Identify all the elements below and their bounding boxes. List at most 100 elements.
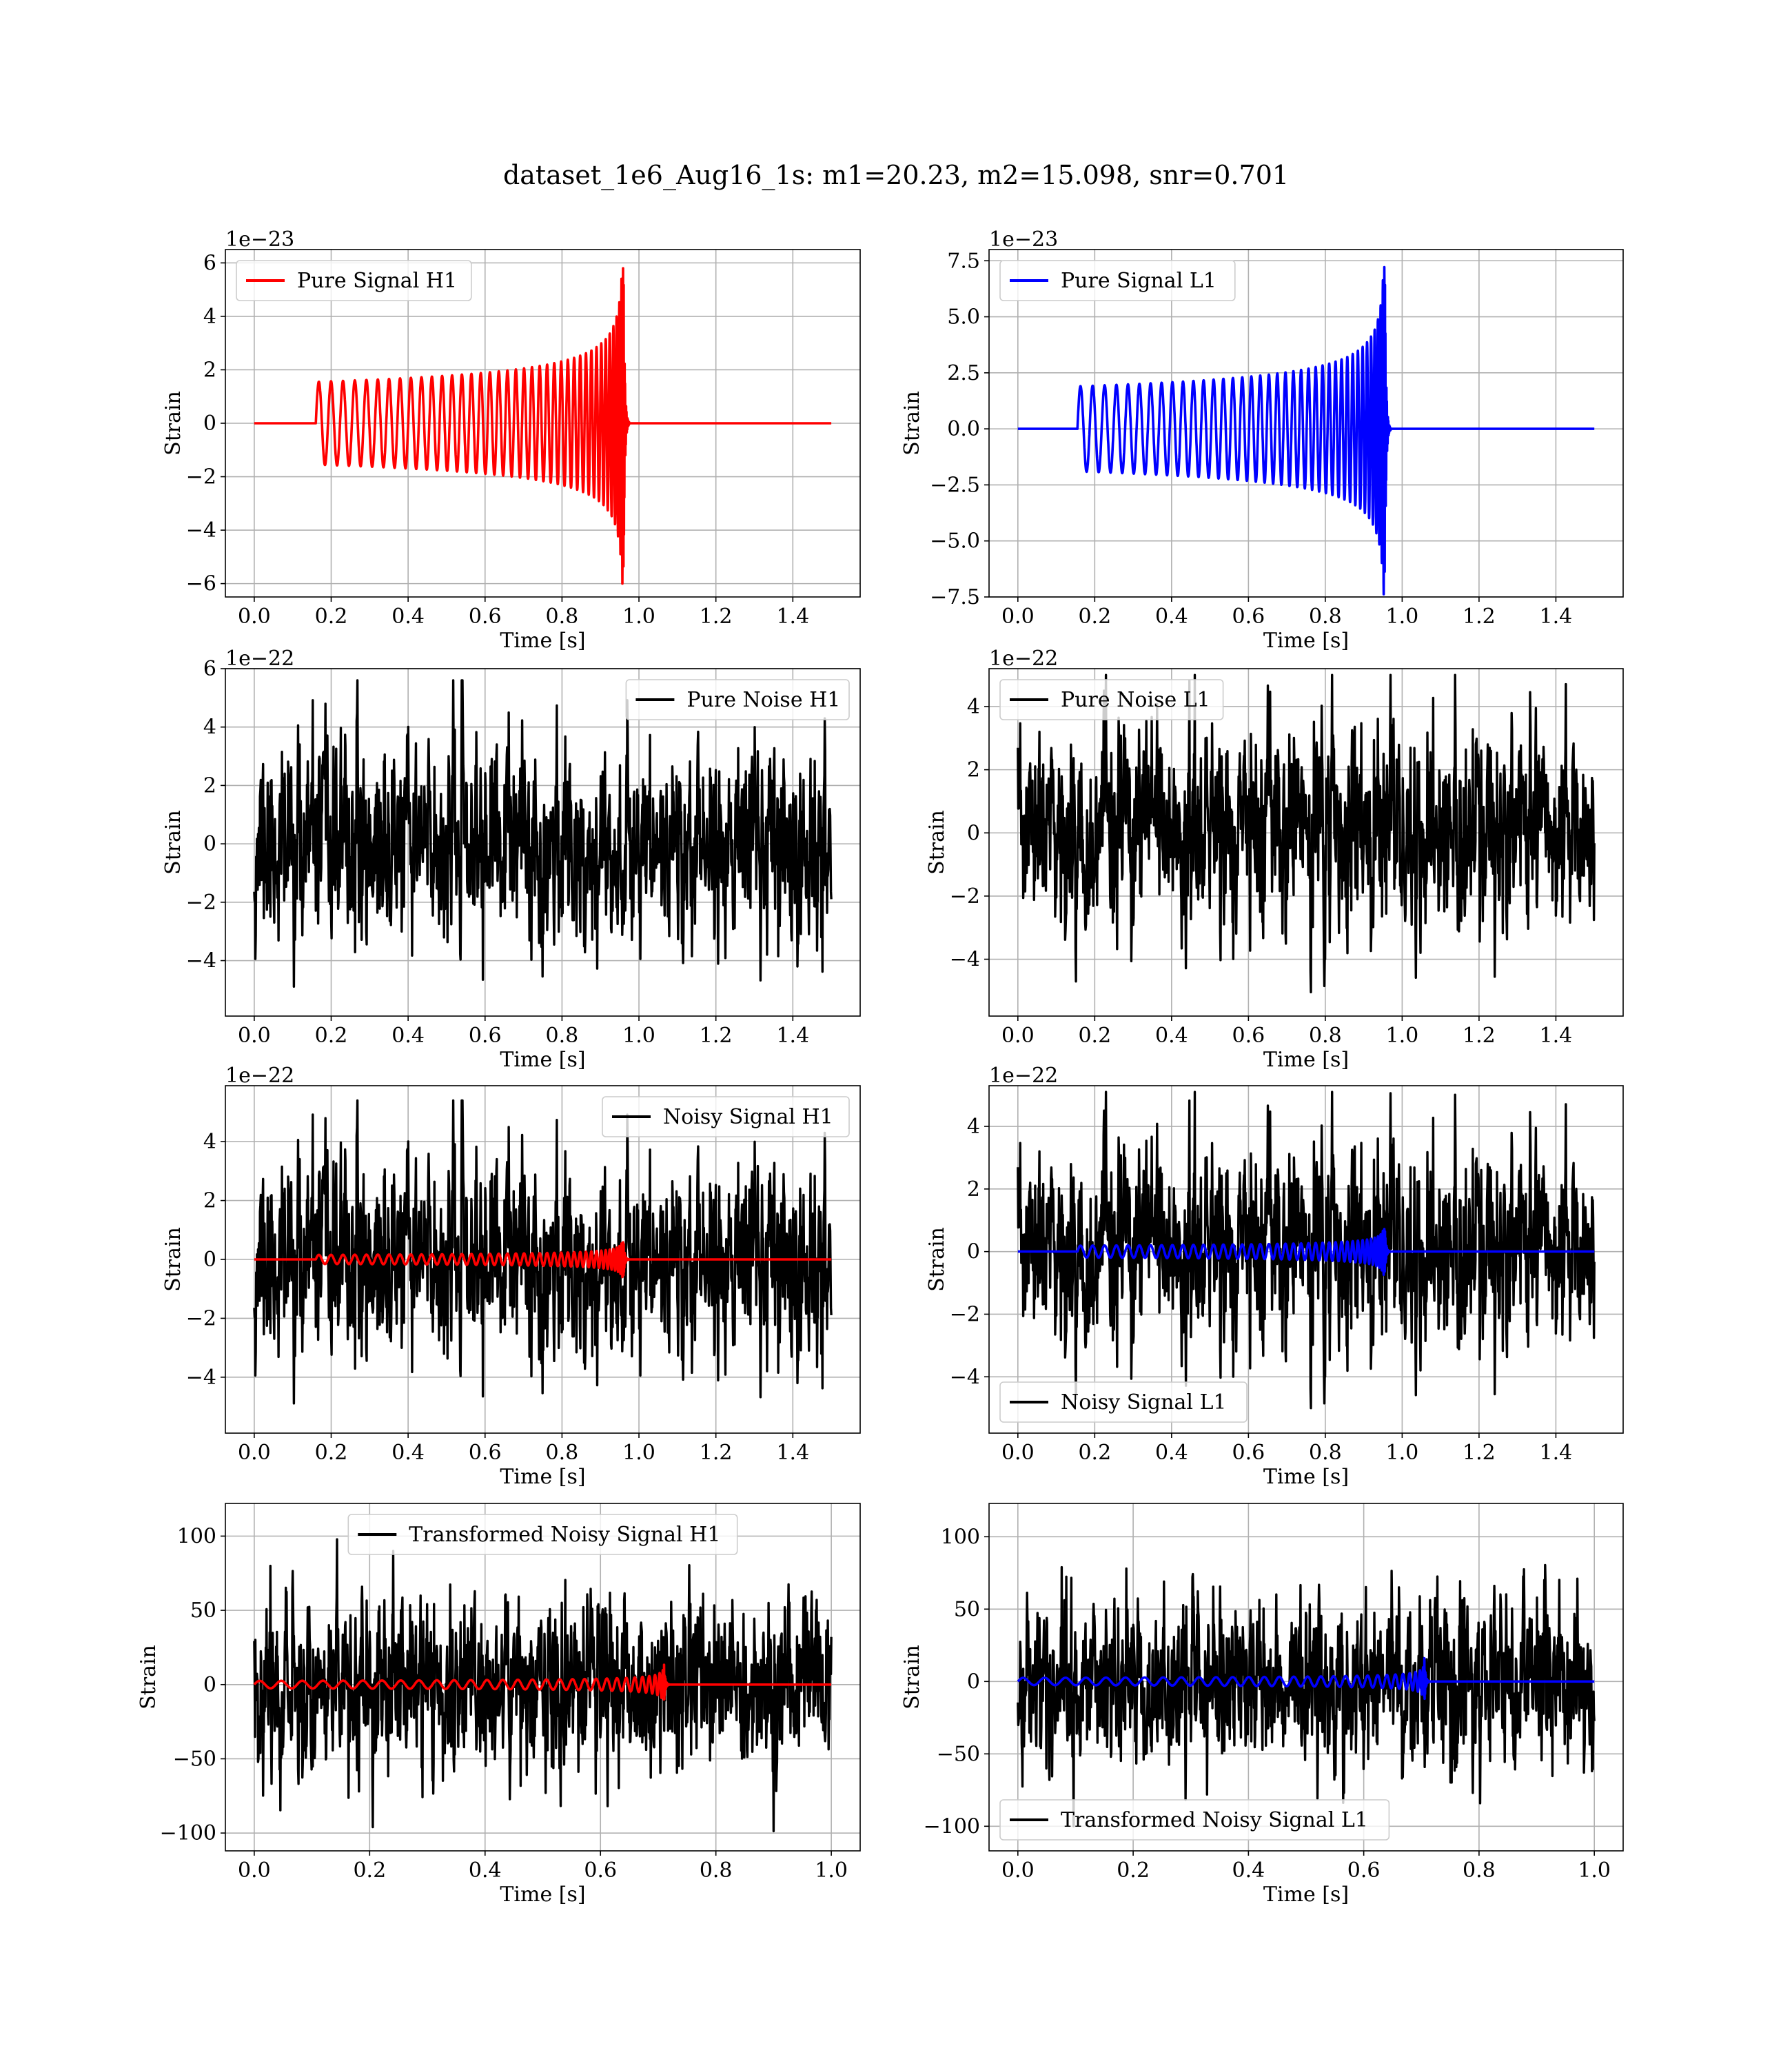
x-tick-label: 0.8	[546, 605, 579, 629]
legend-box	[999, 260, 1236, 301]
y-tick-label: 4	[203, 1130, 216, 1154]
x-tick-label: 0.4	[1155, 1441, 1188, 1465]
x-tick-label: 0.2	[315, 605, 348, 629]
x-tick-label: 1.0	[1386, 1441, 1419, 1465]
x-tick-label: 0.4	[391, 1024, 425, 1048]
y-tick-label: 2	[967, 758, 980, 782]
legend: Pure Noise H1	[625, 679, 850, 720]
legend-box	[347, 1514, 738, 1555]
x-tick-label: 0.4	[1155, 605, 1188, 629]
x-tick-label: 0.4	[391, 1441, 425, 1465]
x-axis-label: Time [s]	[500, 629, 585, 653]
x-tick-label: 0.8	[700, 1858, 733, 1883]
x-tick-label: 0.8	[1309, 605, 1342, 629]
y-tick-label: −50	[937, 1742, 980, 1766]
x-tick-label: 0.6	[469, 605, 502, 629]
y-tick-label: 0.0	[947, 417, 980, 441]
x-tick-label: 0.4	[1155, 1024, 1188, 1048]
x-axis-label: Time [s]	[1263, 1048, 1349, 1072]
legend-label: Pure Signal H1	[297, 269, 457, 293]
y-tick-label: 0	[203, 412, 216, 436]
x-tick-label: 0.4	[391, 605, 425, 629]
y-tick-label: −100	[924, 1814, 980, 1838]
x-tick-label: 0.0	[238, 1024, 271, 1048]
x-tick-label: 1.0	[1386, 605, 1419, 629]
x-axis-label: Time [s]	[1263, 1883, 1349, 1907]
legend-label: Noisy Signal H1	[663, 1105, 833, 1129]
y-tick-label: −100	[160, 1821, 216, 1845]
x-tick-label: 0.0	[1001, 1858, 1035, 1883]
y-axis-label: Strain	[900, 391, 924, 456]
x-tick-label: 1.4	[1540, 605, 1573, 629]
y-tick-label: 6	[203, 657, 216, 681]
offset-text: 1e−22	[989, 647, 1058, 671]
y-axis-label: Strain	[161, 810, 185, 875]
subplot-pure-noise-l1: 0.0 0.2 0.4 0.6 0.8 1.0 1.2 1.4 −4 −2 0 2 4 Time [s] S…	[925, 647, 1624, 1072]
x-tick-label: 0.2	[1078, 605, 1111, 629]
y-tick-label: −50	[173, 1747, 216, 1771]
x-tick-label: 0.4	[469, 1858, 502, 1883]
legend-box	[999, 1799, 1390, 1841]
x-tick-label: 1.2	[1463, 1441, 1496, 1465]
y-tick-label: −5.0	[930, 529, 980, 554]
y-tick-label: 6	[203, 251, 216, 275]
y-tick-label: 7.5	[947, 249, 980, 273]
subplot-noisy-signal-l1: 0.0 0.2 0.4 0.6 0.8 1.0 1.2 1.4 −4 −2 0 2 4 Time [s] S…	[925, 1064, 1624, 1489]
x-tick-label: 0.8	[1309, 1024, 1342, 1048]
axes-frame	[988, 249, 1624, 598]
x-tick-label: 1.0	[622, 1441, 655, 1465]
y-tick-label: 4	[203, 716, 216, 740]
series-line-pure-signal-h1	[253, 267, 833, 585]
y-tick-label: −4	[950, 948, 980, 972]
y-tick-label: −4	[186, 518, 216, 543]
y-tick-label: −2	[186, 891, 216, 915]
y-tick-label: 4	[967, 1115, 980, 1139]
legend: Noisy Signal H1	[602, 1096, 850, 1137]
series-line-pure-noise-h1	[253, 679, 833, 988]
y-tick-label: −7.5	[930, 585, 980, 609]
y-tick-label: 0	[203, 1673, 216, 1697]
legend-label: Pure Noise L1	[1061, 688, 1210, 712]
y-tick-label: 0	[203, 832, 216, 856]
y-tick-label: −2	[186, 1306, 216, 1330]
subplot-noisy-signal-h1: 0.0 0.2 0.4 0.6 0.8 1.0 1.2 1.4 −4 −2 0 2 4 Time [s] S…	[161, 1064, 861, 1489]
series-line-transformed-noisy-signal-h1-overlay-1	[253, 1663, 833, 1701]
axes-frame	[225, 1503, 861, 1852]
y-tick-label: −4	[950, 1365, 980, 1389]
x-tick-label: 0.2	[1117, 1858, 1150, 1883]
offset-text: 1e−22	[225, 647, 294, 671]
x-tick-label: 0.6	[469, 1441, 502, 1465]
x-tick-label: 0.2	[1078, 1024, 1111, 1048]
y-tick-label: 0	[967, 1670, 980, 1694]
y-tick-label: −2	[950, 1302, 980, 1326]
x-tick-label: 0.8	[546, 1024, 579, 1048]
x-tick-label: 1.2	[700, 1024, 733, 1048]
x-tick-label: 0.4	[1232, 1858, 1265, 1883]
legend-box	[602, 1096, 850, 1137]
figure-suptitle: dataset_1e6_Aug16_1s: m1=20.23, m2=15.09…	[503, 160, 1289, 191]
x-tick-label: 1.0	[622, 1024, 655, 1048]
x-tick-label: 0.0	[1001, 1441, 1035, 1465]
y-tick-label: −2	[950, 884, 980, 909]
series-line-noisy-signal-h1-overlay-1	[253, 1241, 833, 1279]
x-tick-label: 1.0	[1578, 1858, 1611, 1883]
x-axis-label: Time [s]	[1263, 1465, 1349, 1489]
x-tick-label: 1.4	[776, 1441, 809, 1465]
subplot-pure-signal-h1: 0.0 0.2 0.4 0.6 0.8 1.0 1.2 1.4 −6 −4 −2 0 2 4 6 Time […	[161, 227, 861, 653]
offset-text: 1e−23	[989, 227, 1058, 252]
x-tick-label: 1.4	[1540, 1024, 1573, 1048]
legend: Pure Signal H1	[236, 260, 472, 301]
x-tick-label: 0.0	[1001, 605, 1035, 629]
x-tick-label: 0.2	[315, 1441, 348, 1465]
y-axis-label: Strain	[925, 1227, 949, 1292]
x-tick-label: 1.2	[700, 1441, 733, 1465]
y-tick-label: 0	[203, 1248, 216, 1272]
y-axis-label: Strain	[161, 391, 185, 456]
y-tick-label: 2	[203, 773, 216, 798]
y-tick-label: 50	[190, 1599, 216, 1623]
x-tick-label: 0.8	[1309, 1441, 1342, 1465]
subplot-pure-noise-h1: 0.0 0.2 0.4 0.6 0.8 1.0 1.2 1.4 −4 −2 0 2 4 6 Time [s]…	[161, 647, 861, 1072]
y-axis-label: Strain	[900, 1645, 924, 1710]
x-tick-label: 0.8	[1463, 1858, 1496, 1883]
